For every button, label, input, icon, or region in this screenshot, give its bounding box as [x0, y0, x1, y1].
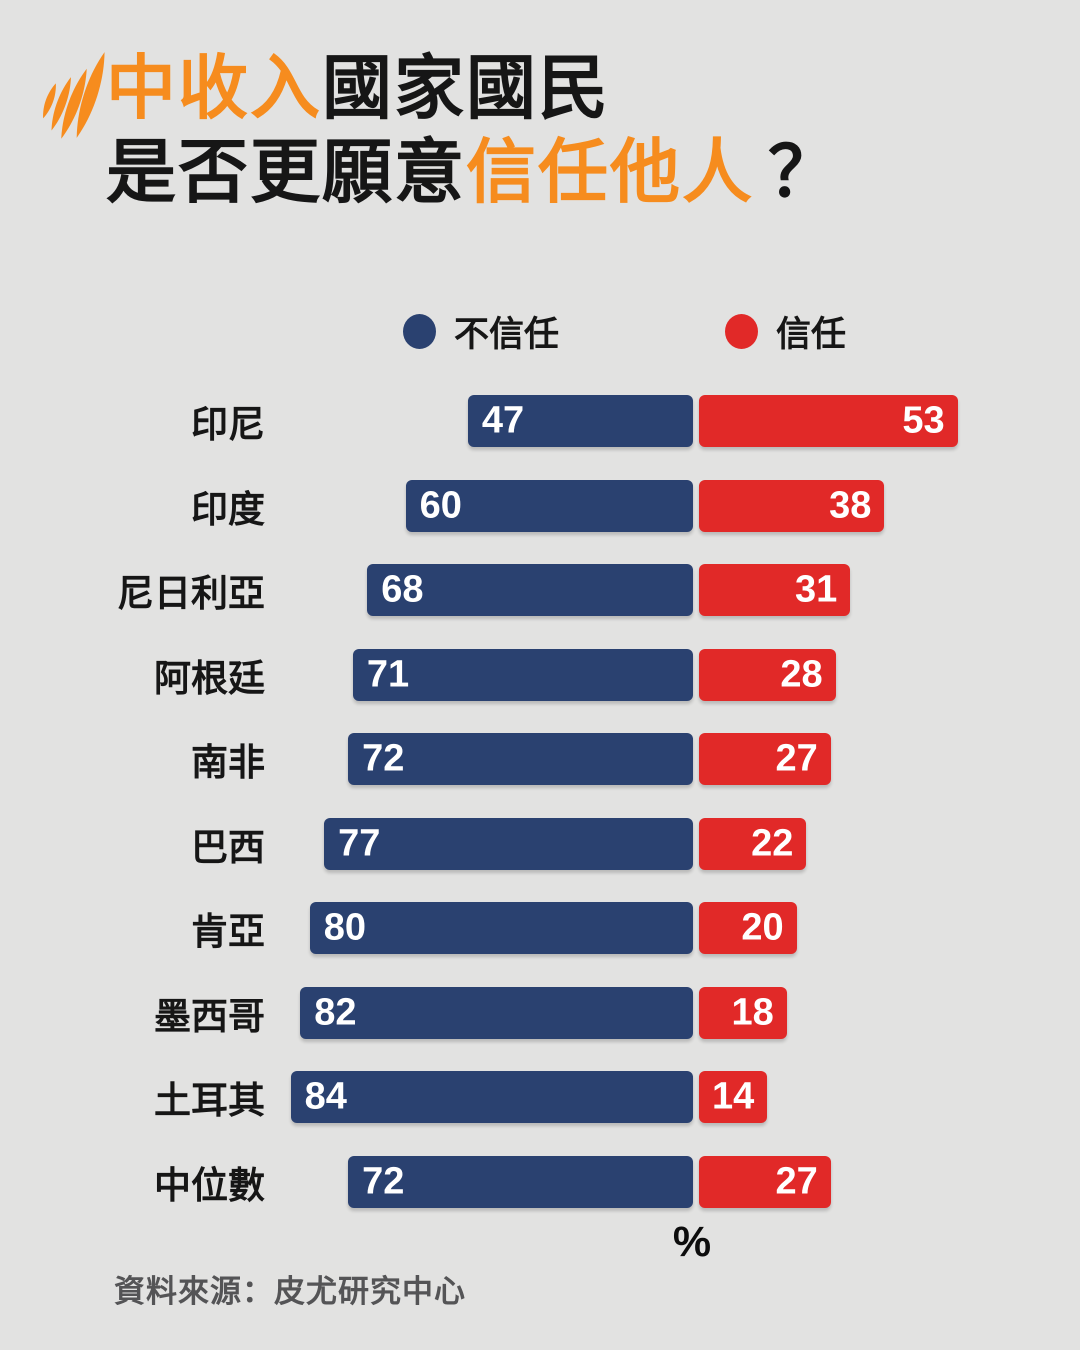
legend-item-trust: 信任 [725, 313, 846, 354]
bar-distrust: 80 [309, 902, 693, 954]
bar-trust-value: 14 [712, 1075, 755, 1118]
category-label: 南非 [191, 742, 265, 783]
category-label: 印尼 [191, 404, 265, 445]
bar-trust: 31 [699, 564, 851, 616]
chart-row: 土耳其 84 14 [0, 1071, 1080, 1123]
bar-distrust-value: 84 [304, 1075, 347, 1118]
title-text-citizens: 國家國民 [322, 49, 610, 127]
bar-trust: 14 [699, 1071, 768, 1123]
title-line-2: 是否更願意信任他人？ [106, 130, 840, 214]
bar-distrust-value: 72 [362, 737, 405, 780]
chart-row: 印度 60 38 [0, 479, 1080, 532]
category-label: 巴西 [191, 826, 265, 868]
legend-item-distrust: 不信任 [403, 313, 559, 354]
bar-distrust-value: 77 [338, 822, 381, 864]
bar-trust: 20 [699, 902, 797, 954]
category-label: 肯亞 [191, 911, 265, 952]
bar-distrust: 68 [367, 564, 693, 616]
chart-row: 肯亞 80 20 [0, 902, 1080, 954]
category-label: 中位數 [154, 1164, 265, 1206]
chart-row: 阿根廷 71 28 [0, 648, 1080, 701]
bar-trust-value: 20 [741, 906, 784, 949]
category-label: 阿根廷 [154, 657, 265, 699]
title-line-1: 中收入國家國民 [106, 46, 840, 130]
bar-distrust-value: 72 [362, 1160, 405, 1202]
distrust-color-dot [403, 313, 436, 349]
bar-trust: 53 [699, 395, 958, 447]
bar-trust: 18 [699, 986, 787, 1039]
bar-distrust-value: 80 [323, 906, 367, 949]
category-label: 印度 [191, 488, 265, 530]
chart-row: 尼日利亞 68 31 [0, 564, 1080, 616]
bar-distrust-value: 47 [481, 399, 525, 442]
legend-label-distrust: 不信任 [454, 314, 560, 354]
bar-trust: 27 [699, 1155, 831, 1208]
bar-trust-value: 28 [780, 653, 823, 695]
bar-trust: 28 [699, 648, 836, 701]
title-text-more-willing: 是否更願意 [106, 133, 466, 211]
bar-trust-value: 53 [902, 399, 945, 442]
bar-distrust: 47 [467, 395, 693, 447]
chart-row: 印尼 47 53 [0, 395, 1080, 447]
axis-unit-label: % [672, 1218, 712, 1266]
bar-trust-value: 18 [731, 991, 774, 1033]
chart-row: 南非 72 27 [0, 733, 1080, 785]
chart-row: 墨西哥 82 18 [0, 986, 1080, 1039]
bar-distrust: 82 [300, 986, 693, 1039]
trust-color-dot [725, 313, 758, 349]
bar-distrust: 60 [405, 479, 693, 532]
bar-distrust: 77 [324, 817, 693, 870]
bar-trust-value: 38 [829, 484, 872, 526]
legend-label-trust: 信任 [776, 314, 847, 354]
bar-trust-value: 27 [775, 1160, 818, 1202]
title-highlight-trust-others: 信任他人 [466, 133, 754, 211]
bar-trust-value: 31 [794, 568, 838, 611]
chart-row: 中位數 72 27 [0, 1155, 1080, 1208]
bar-distrust-value: 68 [381, 568, 424, 611]
page-title: 中收入國家國民 是否更願意信任他人？ [106, 46, 840, 214]
bar-distrust-value: 60 [419, 484, 462, 526]
bar-distrust: 72 [348, 1155, 693, 1208]
title-highlight-middle-income: 中收入 [106, 49, 322, 127]
sbs-logo [43, 52, 105, 139]
bar-distrust: 84 [290, 1071, 693, 1123]
bar-trust: 22 [699, 817, 807, 870]
bar-distrust-value: 82 [314, 991, 357, 1033]
bar-distrust: 71 [352, 648, 693, 701]
chart-row: 巴西 77 22 [0, 817, 1080, 870]
source-credit: 資料來源：皮尤研究中心 [114, 1274, 466, 1309]
bar-trust: 38 [699, 479, 885, 532]
category-label: 尼日利亞 [117, 573, 265, 614]
category-label: 墨西哥 [154, 995, 265, 1037]
category-label: 土耳其 [154, 1080, 265, 1121]
bar-trust: 27 [699, 733, 831, 785]
bar-trust-value: 22 [751, 822, 794, 864]
bar-distrust-value: 71 [366, 653, 410, 695]
bar-distrust: 72 [348, 733, 693, 785]
bar-trust-value: 27 [775, 737, 818, 780]
title-question-mark: ？ [768, 133, 840, 211]
